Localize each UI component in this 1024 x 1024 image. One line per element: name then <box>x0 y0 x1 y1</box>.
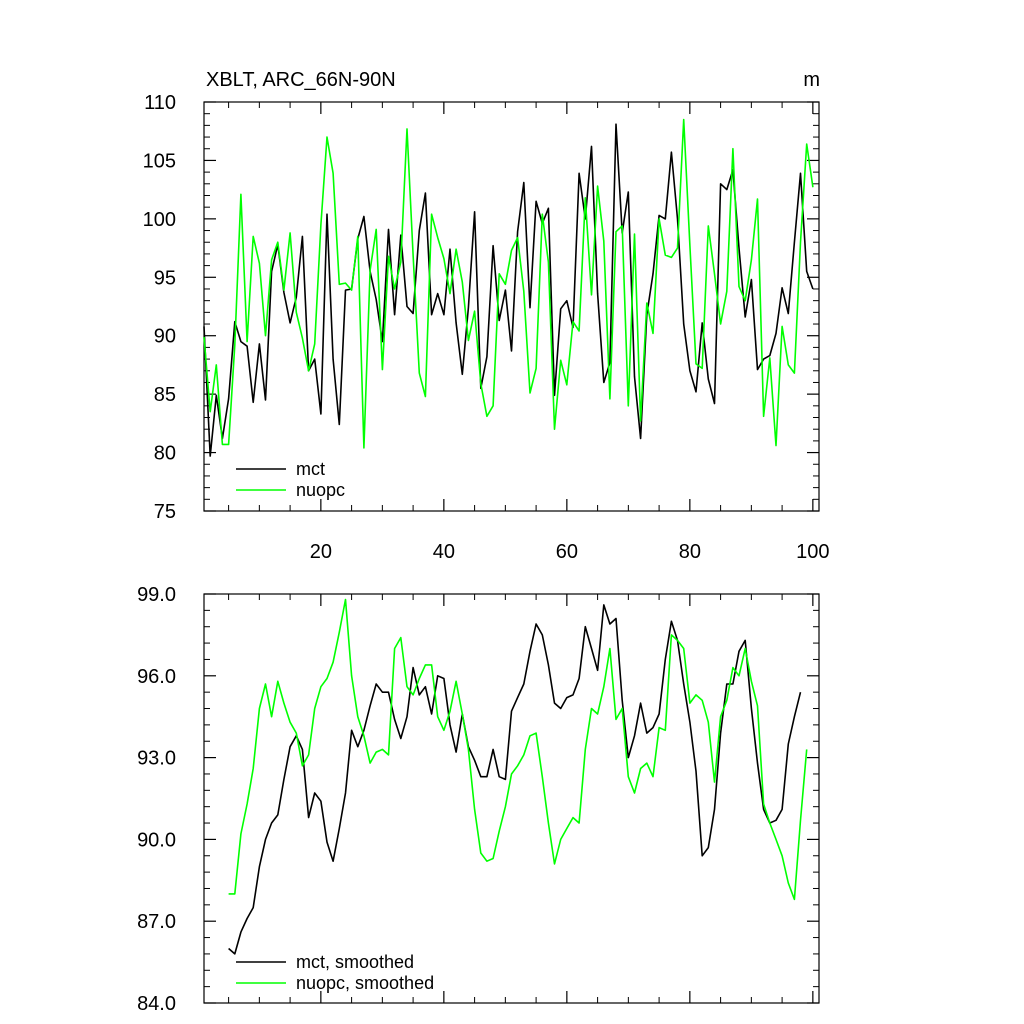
top-ytick-label: 95 <box>154 267 176 289</box>
top-xtick-label: 80 <box>679 541 701 563</box>
top-axis-ticks: 75 80 85 90 95 100 105 110 20 40 60 80 100 <box>143 92 830 563</box>
legend-label-nuopc-smoothed: nuopc, smoothed <box>296 973 434 993</box>
top-plot-frame <box>203 101 820 512</box>
top-series-lines <box>203 118 814 457</box>
bottom-ytick-label: 96.0 <box>137 666 176 688</box>
top-xtick-label: 20 <box>310 541 332 563</box>
bottom-axis-ticks: 84.0 87.0 90.0 93.0 96.0 99.0 <box>137 584 819 1015</box>
chart-title: XBLT, ARC_66N-90N <box>206 69 396 91</box>
top-xtick-label: 60 <box>556 541 578 563</box>
bottom-ytick-label: 99.0 <box>137 584 176 606</box>
series-line-mct <box>203 123 814 457</box>
legend-label-nuopc: nuopc <box>296 480 345 500</box>
top-ytick-label: 105 <box>143 150 176 172</box>
top-xtick-label: 100 <box>796 541 829 563</box>
top-ytick-label: 90 <box>154 326 176 348</box>
bottom-plot-frame <box>203 593 820 1004</box>
top-ytick-label: 80 <box>154 443 176 465</box>
bottom-ytick-label: 87.0 <box>137 911 176 933</box>
top-ytick-label: 75 <box>154 501 176 523</box>
bottom-ytick-label: 90.0 <box>137 829 176 851</box>
bottom-series-lines <box>228 598 808 955</box>
units-label: m <box>803 69 820 91</box>
bottom-ytick-label: 84.0 <box>137 993 176 1015</box>
top-panel: XBLT, ARC_66N-90N m 75 80 85 90 95 100 105 110 2… <box>143 69 830 563</box>
top-ytick-label: 110 <box>144 92 176 114</box>
top-ytick-label: 85 <box>154 384 176 406</box>
top-legend: mct nuopc <box>236 459 345 500</box>
bottom-legend: mct, smoothed nuopc, smoothed <box>236 952 434 993</box>
legend-label-mct-smoothed: mct, smoothed <box>296 952 414 972</box>
series-line-nuopc <box>203 118 814 449</box>
top-ytick-label: 100 <box>143 209 176 231</box>
legend-label-mct: mct <box>296 459 325 479</box>
series-line-mct-smoothed <box>228 604 802 955</box>
top-xtick-label: 40 <box>433 541 455 563</box>
bottom-ytick-label: 93.0 <box>137 748 176 770</box>
series-line-nuopc-smoothed <box>228 598 808 901</box>
bottom-panel: 84.0 87.0 90.0 93.0 96.0 99.0 mct, smoothed n… <box>137 584 820 1015</box>
